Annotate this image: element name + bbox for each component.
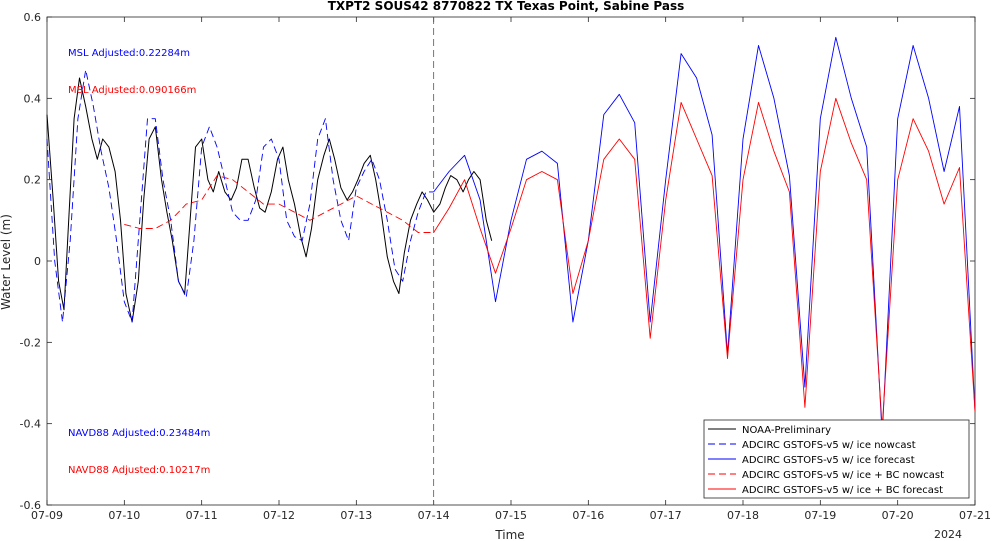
series-ice-bc-nowcast — [124, 175, 434, 233]
x-tick-label: 07-18 — [727, 509, 759, 522]
year-label: 2024 — [934, 528, 962, 541]
chart-title: TXPT2 SOUS42 8770822 TX Texas Point, Sab… — [328, 0, 685, 13]
x-tick-label: 07-11 — [186, 509, 218, 522]
series-ice-nowcast — [46, 69, 434, 323]
legend-label-ice-nowcast: ADCIRC GSTOFS-v5 w/ ice nowcast — [742, 440, 916, 451]
y-axis-title: Water Level (m) — [0, 214, 13, 310]
y-tick-label: 0 — [34, 255, 41, 268]
navd88-adjusted-blue: NAVD88 Adjusted:0.23484m — [68, 428, 210, 439]
y-tick-label: -0.4 — [20, 418, 41, 431]
msl-adjusted-blue: MSL Adjusted:0.22284m — [68, 48, 190, 59]
legend-label-ice-forecast: ADCIRC GSTOFS-v5 w/ ice forecast — [742, 455, 915, 466]
y-tick-label: -0.2 — [20, 336, 41, 349]
series-ice-bc-forecast — [433, 97, 976, 429]
axis-ticks — [46, 16, 976, 506]
y-axis-tick-labels: -0.6 -0.4 -0.2 0 0.2 0.4 0.6 — [20, 11, 41, 512]
x-tick-label: 07-14 — [418, 509, 450, 522]
x-tick-label: 07-21 — [959, 509, 991, 522]
legend-label-bc-forecast: ADCIRC GSTOFS-v5 w/ ice + BC forecast — [742, 485, 943, 496]
y-tick-label: 0.6 — [24, 11, 42, 24]
series-noaa-preliminary — [46, 77, 493, 323]
x-tick-label: 07-19 — [804, 509, 836, 522]
x-axis-tick-labels: 07-09 07-10 07-11 07-12 07-13 07-14 07-15 07-16… — [31, 509, 991, 522]
legend-label-bc-nowcast: ADCIRC GSTOFS-v5 w/ ice + BC nowcast — [742, 470, 944, 481]
navd88-adjusted-red: NAVD88 Adjusted:0.10217m — [68, 465, 210, 476]
y-tick-label: 0.2 — [24, 174, 42, 187]
y-tick-label: 0.4 — [24, 92, 42, 105]
x-tick-label: 07-09 — [31, 509, 63, 522]
x-tick-label: 07-17 — [650, 509, 682, 522]
x-tick-label: 07-12 — [263, 509, 295, 522]
legend-label-noaa: NOAA-Preliminary — [742, 425, 831, 436]
x-tick-label: 07-20 — [882, 509, 914, 522]
x-tick-label: 07-10 — [108, 509, 140, 522]
x-tick-label: 07-15 — [495, 509, 527, 522]
series-layer — [46, 36, 976, 437]
legend: NOAA-Preliminary ADCIRC GSTOFS-v5 w/ ice… — [703, 419, 970, 499]
x-tick-label: 07-13 — [340, 509, 372, 522]
msl-adjusted-red: MSL Adjusted:0.090166m — [68, 85, 196, 96]
x-tick-label: 07-16 — [572, 509, 604, 522]
legend-box — [703, 419, 970, 499]
x-axis-title: Time — [494, 528, 524, 541]
y-tick-label: -0.6 — [20, 499, 41, 512]
